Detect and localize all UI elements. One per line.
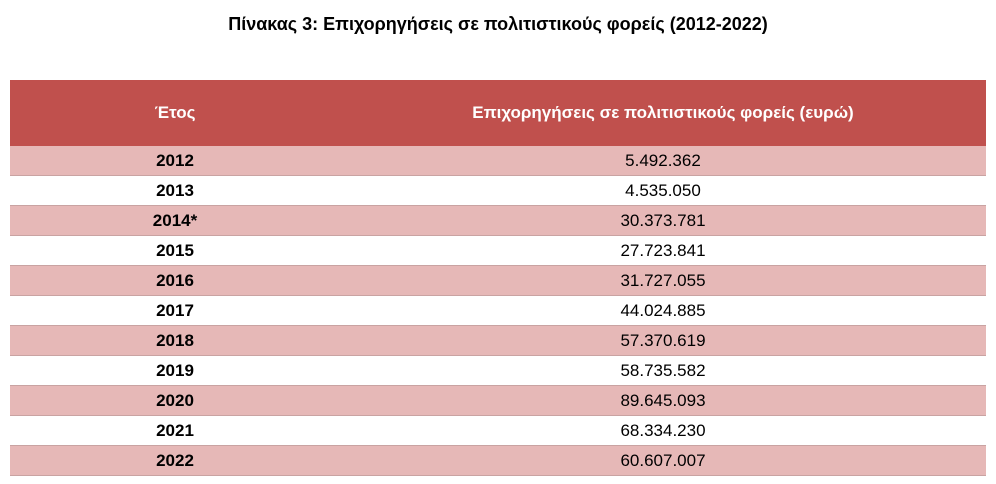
header-text: Επιχορηγήσεις σε πολιτιστικούς φορείς (ε… (472, 103, 854, 122)
table-row: 2021 68.334.230 (10, 415, 986, 446)
amount-cell: 30.373.781 (340, 205, 986, 236)
amount-cell: 27.723.841 (340, 235, 986, 266)
table-row: 2017 44.024.885 (10, 295, 986, 326)
amount-cell: 57.370.619 (340, 325, 986, 356)
table-row: 2013 4.535.050 (10, 175, 986, 206)
table-row: 2014* 30.373.781 (10, 205, 986, 236)
year-cell: 2020 (10, 385, 340, 416)
amount-cell: 58.735.582 (340, 355, 986, 386)
table-body: 2012 5.492.362 2013 4.535.050 2014* 30.373.78… (10, 146, 986, 476)
header-cell: Επιχορηγήσεις σε πολιτιστικούς φορείς (ε… (340, 80, 986, 146)
header-cell: Έτος (10, 80, 340, 146)
table-row: 2020 89.645.093 (10, 385, 986, 416)
amount-cell: 68.334.230 (340, 415, 986, 446)
amount-cell: 44.024.885 (340, 295, 986, 326)
amount-cell: 5.492.362 (340, 146, 986, 176)
year-cell: 2016 (10, 265, 340, 296)
table-row: 2015 27.723.841 (10, 235, 986, 266)
table-row: 2016 31.727.055 (10, 265, 986, 296)
amount-cell: 31.727.055 (340, 265, 986, 296)
amount-cell: 4.535.050 (340, 175, 986, 206)
table-row: 2018 57.370.619 (10, 325, 986, 356)
amount-cell: 89.645.093 (340, 385, 986, 416)
amount-cell: 60.607.007 (340, 445, 986, 476)
year-cell: 2018 (10, 325, 340, 356)
data-table: Έτος Επιχορηγήσεις σε πολιτιστικούς φορε… (10, 80, 986, 476)
table-row: 2019 58.735.582 (10, 355, 986, 386)
table-row: 2012 5.492.362 (10, 146, 986, 176)
header-text: Έτος (154, 103, 196, 122)
year-cell: 2017 (10, 295, 340, 326)
header-row: Έτος Επιχορηγήσεις σε πολιτιστικούς φορε… (10, 80, 986, 146)
year-cell: 2021 (10, 415, 340, 446)
year-cell: 2014* (10, 205, 340, 236)
table-title: Πίνακας 3: Επιχορηγήσεις σε πολιτιστικού… (228, 14, 768, 34)
year-cell: 2022 (10, 445, 340, 476)
year-cell: 2012 (10, 146, 340, 176)
table-row: 2022 60.607.007 (10, 445, 986, 476)
year-cell: 2019 (10, 355, 340, 386)
year-cell: 2015 (10, 235, 340, 266)
year-cell: 2013 (10, 175, 340, 206)
